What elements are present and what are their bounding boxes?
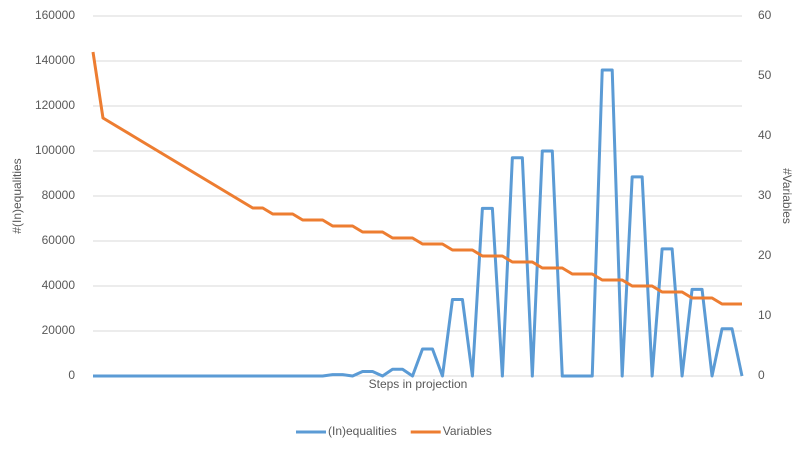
y2-tick-label: 10 xyxy=(758,308,772,322)
y2-axis-title: #Variables xyxy=(780,168,794,224)
y2-tick-label: 30 xyxy=(758,188,772,202)
y-axis-title: #(In)equalities xyxy=(10,158,24,233)
line-series xyxy=(93,68,744,378)
y-tick-label: 160000 xyxy=(35,8,75,22)
line-series xyxy=(91,51,742,306)
x-axis-title: Steps in projection xyxy=(369,377,468,391)
y-tick-label: 140000 xyxy=(35,53,75,67)
y-tick-label: 40000 xyxy=(42,278,76,292)
y-tick-label: 0 xyxy=(68,368,75,382)
y2-tick-label: 50 xyxy=(758,68,772,82)
y-tick-label: 60000 xyxy=(42,233,76,247)
y-tick-label: 80000 xyxy=(42,188,76,202)
y-tick-label: 120000 xyxy=(35,98,75,112)
legend-label: Variables xyxy=(443,424,492,438)
y2-tick-label: 20 xyxy=(758,248,772,262)
y-tick-label: 100000 xyxy=(35,143,75,157)
legend-label: (In)equalities xyxy=(328,424,397,438)
y2-tick-label: 0 xyxy=(758,368,765,382)
y2-tick-label: 40 xyxy=(758,128,772,142)
y-tick-label: 20000 xyxy=(42,323,76,337)
y2-tick-label: 60 xyxy=(758,8,772,22)
